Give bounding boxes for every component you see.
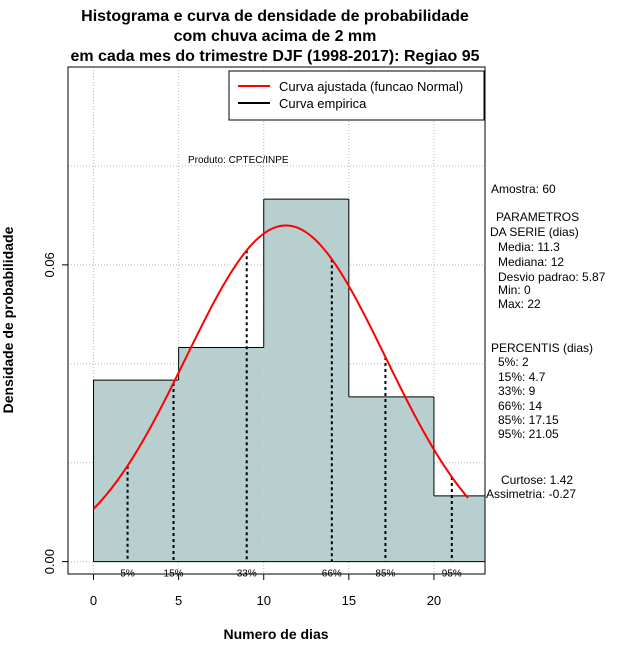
title-line-3: em cada mes do trimestre DJF (1998-2017)… — [70, 48, 479, 65]
param-max: Max: 22 — [498, 297, 541, 311]
title-line-2: com chuva acima de 2 mm — [174, 28, 377, 45]
histogram-bars — [93, 198, 486, 563]
normal-curve-path — [92, 224, 469, 510]
plot-frame — [67, 66, 486, 575]
kurtosis: Curtose: 1.42 — [501, 473, 573, 487]
x-tick-label-2: 10 — [257, 593, 271, 608]
legend-box — [228, 70, 485, 121]
axes: 0 5 10 15 20 0.00 0.06 — [42, 252, 441, 608]
legend: Curva ajustada (funcao Normal) Curva emp… — [228, 70, 485, 121]
param-mean: Media: 11.3 — [498, 240, 560, 254]
percentil-85: 85%: 17.15 — [498, 413, 559, 427]
param-min: Min: 0 — [498, 283, 531, 297]
histogram-bar-0 — [93, 380, 179, 562]
legend-label-fitted: Curva ajustada (funcao Normal) — [279, 79, 463, 94]
percentil-95: 95%: 21.05 — [498, 427, 559, 441]
histogram-bar-1 — [178, 347, 264, 562]
params-header-1: PARAMETROS — [496, 210, 579, 224]
percentil-33: 33%: 9 — [498, 384, 536, 398]
normal-curve — [92, 224, 469, 510]
percentil-66: 66%: 14 — [498, 399, 542, 413]
sample-size: Amostra: 60 — [491, 182, 556, 196]
percentil-5: 5%: 2 — [498, 355, 529, 369]
histogram-bar-4 — [433, 495, 485, 562]
percentil-15: 15%: 4.7 — [498, 370, 546, 384]
histogram-bar-2 — [263, 199, 349, 562]
y-axis-title: Densidade de probabilidade — [0, 226, 16, 413]
title-line-1: Histograma e curva de densidade de proba… — [81, 8, 469, 25]
legend-label-empirical: Curva empirica — [279, 96, 367, 111]
x-tick-label-4: 20 — [427, 593, 441, 608]
x-tick-label-0: 0 — [90, 593, 97, 608]
stats-panel: Amostra: 60 PARAMETROS DA SERIE (dias) M… — [486, 182, 606, 501]
param-median: Mediana: 12 — [498, 255, 564, 269]
histogram-bar-3 — [348, 396, 434, 562]
chart-title: Histograma e curva de densidade de proba… — [70, 8, 479, 65]
product-annotation: Produto: CPTEC/INPE — [188, 155, 289, 166]
x-tick-label-1: 5 — [175, 593, 182, 608]
skewness: Assimetria: -0.27 — [486, 487, 576, 501]
y-tick-label-1: 0.06 — [42, 252, 57, 277]
percentis-header: PERCENTIS (dias) — [491, 341, 593, 355]
param-sd: Desvio padrao: 5.87 — [498, 270, 606, 284]
y-tick-label-0: 0.00 — [42, 549, 57, 574]
x-axis-title: Numero de dias — [223, 626, 328, 642]
params-header-2: DA SERIE (dias) — [490, 225, 579, 239]
x-tick-label-3: 15 — [342, 593, 356, 608]
